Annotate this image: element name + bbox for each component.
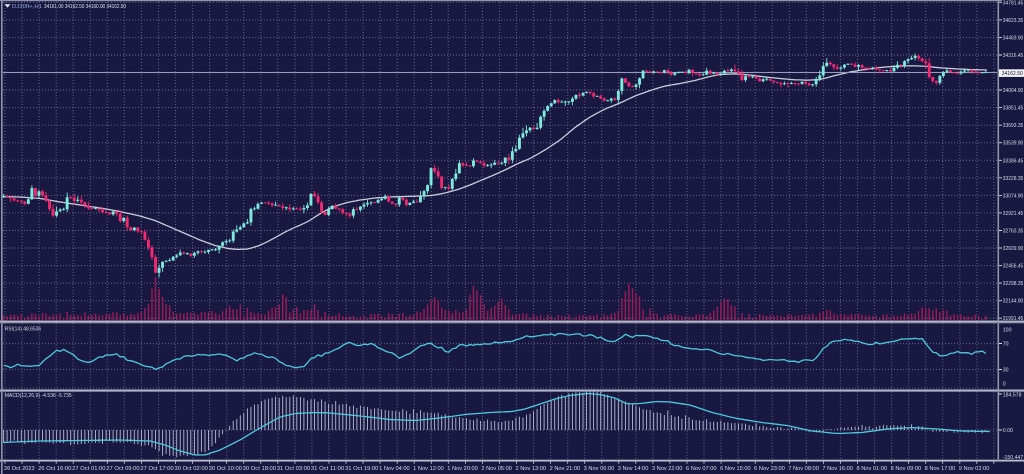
svg-text:3 Nov 22:00: 3 Nov 22:00	[652, 466, 683, 472]
svg-text:33228.35: 33228.35	[1003, 176, 1024, 182]
svg-text:32144.90: 32144.90	[1003, 299, 1024, 305]
svg-text:34316.45: 34316.45	[1003, 53, 1024, 59]
svg-text:30: 30	[1003, 368, 1009, 374]
svg-text:34469.90: 34469.90	[1003, 35, 1024, 41]
svg-text:34004.90: 34004.90	[1003, 88, 1024, 94]
svg-text:34781.45: 34781.45	[1003, 0, 1024, 6]
svg-text:1 Nov 12:00: 1 Nov 12:00	[413, 466, 444, 472]
svg-text:100: 100	[1003, 328, 1012, 334]
svg-text:1 Nov 04:00: 1 Nov 04:00	[379, 466, 410, 472]
svg-text:1 Nov 20:00: 1 Nov 20:00	[447, 466, 478, 472]
svg-text:32298.35: 32298.35	[1003, 281, 1024, 287]
svg-text:31 Oct 03:00: 31 Oct 03:00	[277, 466, 310, 472]
svg-text:31 Oct 11:00: 31 Oct 11:00	[311, 466, 344, 472]
svg-text:2 Nov 13:00: 2 Nov 13:00	[516, 466, 547, 472]
svg-text:2 Nov 05:00: 2 Nov 05:00	[481, 466, 512, 472]
svg-text:6 Nov 15:00: 6 Nov 15:00	[720, 466, 751, 472]
svg-text:34161.00 34162.50 34160.00 341: 34161.00 34162.50 34160.00 34162.50	[44, 4, 126, 10]
svg-text:30 Oct 02:00: 30 Oct 02:00	[175, 466, 208, 472]
svg-text:27 Oct 17:00: 27 Oct 17:00	[140, 466, 173, 472]
svg-text:33851.45: 33851.45	[1003, 106, 1024, 112]
svg-text:27 Oct 01:00: 27 Oct 01:00	[72, 466, 105, 472]
svg-text:34162.50: 34162.50	[1002, 71, 1023, 77]
svg-text:184.578: 184.578	[1003, 393, 1022, 399]
svg-text:31 Oct 19:00: 31 Oct 19:00	[345, 466, 378, 472]
svg-text:RSI(14) 48.6536: RSI(14) 48.6536	[5, 327, 42, 333]
svg-text:3 Nov 06:00: 3 Nov 06:00	[584, 466, 615, 472]
svg-text:70: 70	[1003, 342, 1009, 348]
svg-text:32609.90: 32609.90	[1003, 246, 1024, 252]
svg-text:3 Nov 14:00: 3 Nov 14:00	[618, 466, 649, 472]
svg-text:-150.447: -150.447	[1003, 455, 1024, 461]
svg-text:DJ30ft+,H1: DJ30ft+,H1	[12, 4, 42, 10]
svg-text:MACD(12,26,9) -4.536 -5.735: MACD(12,26,9) -4.536 -5.735	[5, 393, 72, 399]
svg-text:33074.90: 33074.90	[1003, 193, 1024, 199]
svg-text:9 Nov 02:00: 9 Nov 02:00	[959, 466, 990, 472]
svg-text:33693.35: 33693.35	[1003, 123, 1024, 129]
svg-text:6 Nov 23:00: 6 Nov 23:00	[754, 466, 785, 472]
svg-text:7 Nov 08:00: 7 Nov 08:00	[788, 466, 819, 472]
svg-text:7 Nov 16:00: 7 Nov 16:00	[822, 466, 853, 472]
svg-text:0.00: 0.00	[1003, 428, 1013, 434]
svg-text:8 Nov 09:00: 8 Nov 09:00	[891, 466, 922, 472]
svg-text:32456.45: 32456.45	[1003, 264, 1024, 270]
svg-text:30 Oct 10:00: 30 Oct 10:00	[209, 466, 242, 472]
svg-text:26 Oct 16:00: 26 Oct 16:00	[38, 466, 71, 472]
svg-text:8 Nov 17:00: 8 Nov 17:00	[925, 466, 956, 472]
svg-text:33386.45: 33386.45	[1003, 158, 1024, 164]
svg-text:33539.90: 33539.90	[1003, 141, 1024, 147]
svg-text:32763.35: 32763.35	[1003, 228, 1024, 234]
svg-text:31991.45: 31991.45	[1003, 316, 1024, 322]
svg-text:2 Nov 21:00: 2 Nov 21:00	[550, 466, 581, 472]
svg-text:30 Oct 18:00: 30 Oct 18:00	[243, 466, 276, 472]
svg-text:32921.45: 32921.45	[1003, 211, 1024, 217]
svg-text:0: 0	[1003, 382, 1006, 388]
svg-text:6 Nov 07:00: 6 Nov 07:00	[686, 466, 717, 472]
svg-text:26 Oct 2023: 26 Oct 2023	[4, 466, 35, 472]
svg-text:27 Oct 09:00: 27 Oct 09:00	[106, 466, 139, 472]
svg-text:34623.35: 34623.35	[1003, 18, 1024, 24]
svg-text:8 Nov 01:00: 8 Nov 01:00	[857, 466, 888, 472]
